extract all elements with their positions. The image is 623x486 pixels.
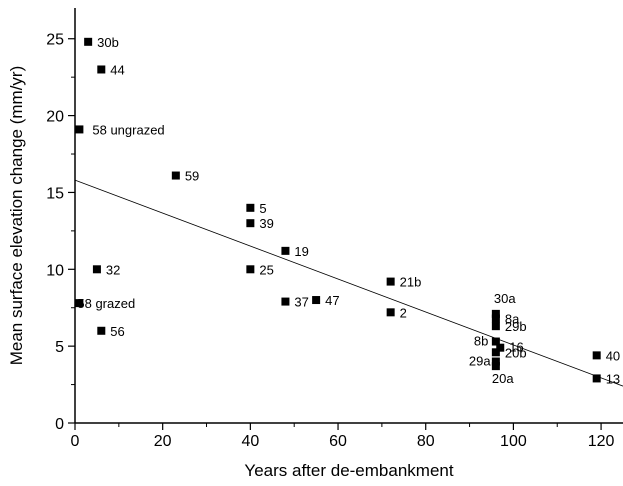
data-point	[491, 309, 500, 318]
data-point	[491, 314, 500, 323]
point-label: 2	[400, 305, 407, 320]
point-label: 8a	[505, 311, 520, 326]
point-label: 32	[106, 262, 120, 277]
data-point	[97, 326, 106, 335]
data-point	[97, 65, 106, 74]
point-label: 37	[294, 295, 308, 310]
y-tick-label: 10	[46, 262, 64, 279]
x-tick-label: 100	[500, 433, 527, 450]
data-point	[496, 343, 505, 352]
data-point	[75, 125, 84, 134]
x-tick-label: 40	[241, 433, 259, 450]
y-axis-title: Mean surface elevation change (mm/yr)	[7, 66, 26, 366]
point-label: 8b	[474, 334, 488, 349]
data-point	[92, 265, 101, 274]
point-label: 29a	[469, 354, 491, 369]
y-tick-label: 5	[55, 339, 64, 356]
x-axis-title: Years after de-embankment	[244, 461, 453, 480]
point-label: 30b	[97, 35, 119, 50]
x-tick-label: 20	[154, 433, 172, 450]
point-label: 25	[259, 262, 273, 277]
data-point	[592, 374, 601, 383]
point-label: 20b	[505, 345, 527, 360]
point-label: 21b	[400, 275, 422, 290]
data-point	[491, 337, 500, 346]
x-tick-label: 0	[71, 433, 80, 450]
point-label: 13	[606, 371, 620, 386]
point-label: 5	[259, 201, 266, 216]
point-label: 19	[294, 244, 308, 259]
point-label: 20a	[492, 371, 514, 386]
data-point	[491, 357, 500, 366]
point-label: 16	[509, 340, 523, 355]
x-tick-label: 60	[329, 433, 347, 450]
y-tick-label: 15	[46, 185, 64, 202]
data-point	[281, 246, 290, 255]
point-label: 29b	[505, 319, 527, 334]
data-point	[312, 296, 321, 305]
data-point	[491, 322, 500, 331]
data-point	[246, 219, 255, 228]
data-point	[246, 265, 255, 274]
point-label: 47	[325, 293, 339, 308]
data-point	[386, 308, 395, 317]
y-tick-label: 25	[46, 32, 64, 49]
data-points: 30b 44 58 ungrazed 59 539 19 32 25 21b 58 grazed 3…	[75, 35, 620, 386]
x-tick-label: 80	[417, 433, 435, 450]
data-point	[281, 297, 290, 306]
point-label: 40	[606, 348, 620, 363]
point-label: 44	[110, 62, 124, 77]
point-label: 39	[259, 216, 273, 231]
point-label: 58 grazed	[77, 296, 135, 311]
data-point	[491, 348, 500, 357]
data-point	[386, 277, 395, 286]
point-label: 58 ungrazed	[92, 122, 164, 137]
data-point	[171, 171, 180, 180]
data-point	[592, 351, 601, 360]
data-point	[246, 203, 255, 212]
point-label: 56	[110, 324, 124, 339]
point-label: 59	[185, 169, 199, 184]
x-tick-label: 120	[588, 433, 615, 450]
data-point	[84, 37, 93, 46]
point-label: 30a	[494, 291, 516, 306]
data-point	[491, 362, 500, 371]
y-tick-label: 0	[55, 416, 64, 433]
data-point	[75, 299, 84, 308]
y-tick-label: 20	[46, 109, 64, 126]
trend-line	[74, 179, 623, 387]
